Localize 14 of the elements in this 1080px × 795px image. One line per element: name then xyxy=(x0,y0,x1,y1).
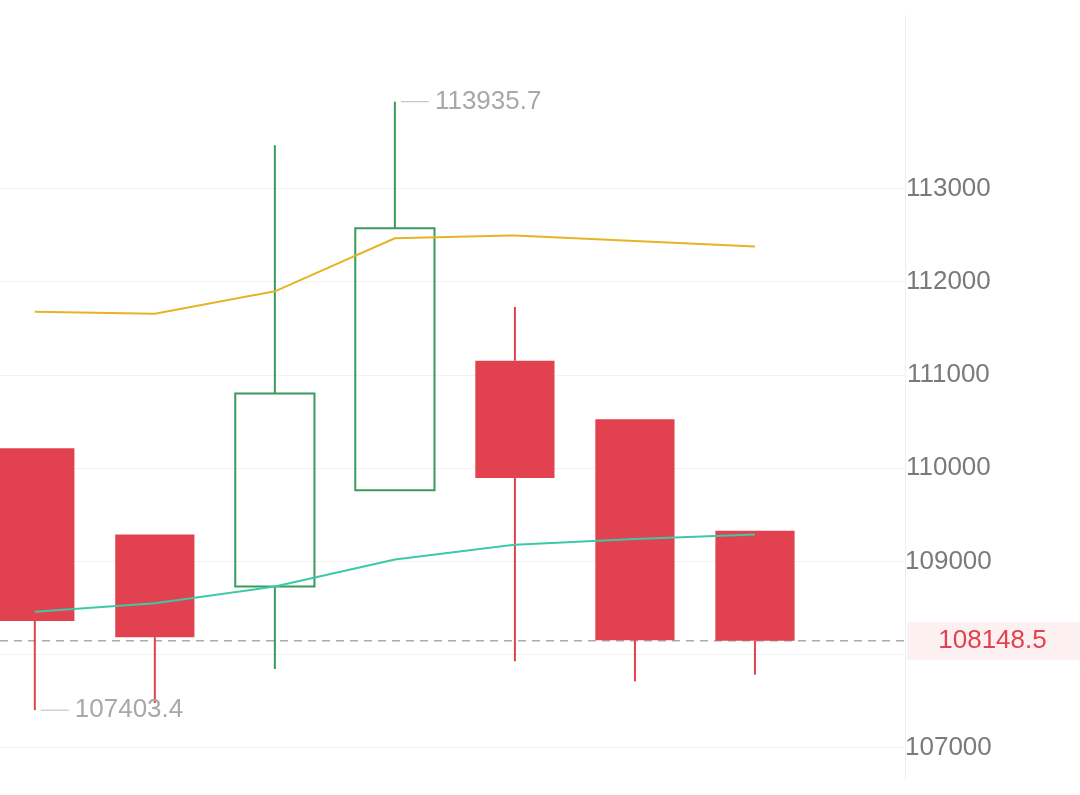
candlestick xyxy=(595,419,675,683)
candlestick xyxy=(234,144,316,671)
y-tick-label: 112000 xyxy=(905,265,991,296)
annotation: 113935.7 xyxy=(434,84,542,115)
candlestick xyxy=(354,100,436,492)
ref-line-label: 108148.5 xyxy=(938,623,1047,654)
y-tick-label: 111000 xyxy=(906,358,990,389)
candlestick xyxy=(715,530,795,676)
y-tick-label: 110000 xyxy=(905,451,991,482)
y-tick-label: 109000 xyxy=(905,544,992,575)
y-tick-label: 107000 xyxy=(905,730,992,761)
annotation: 107403.4 xyxy=(74,693,184,724)
candlestick xyxy=(475,305,555,663)
y-tick-label: 113000 xyxy=(905,172,991,203)
